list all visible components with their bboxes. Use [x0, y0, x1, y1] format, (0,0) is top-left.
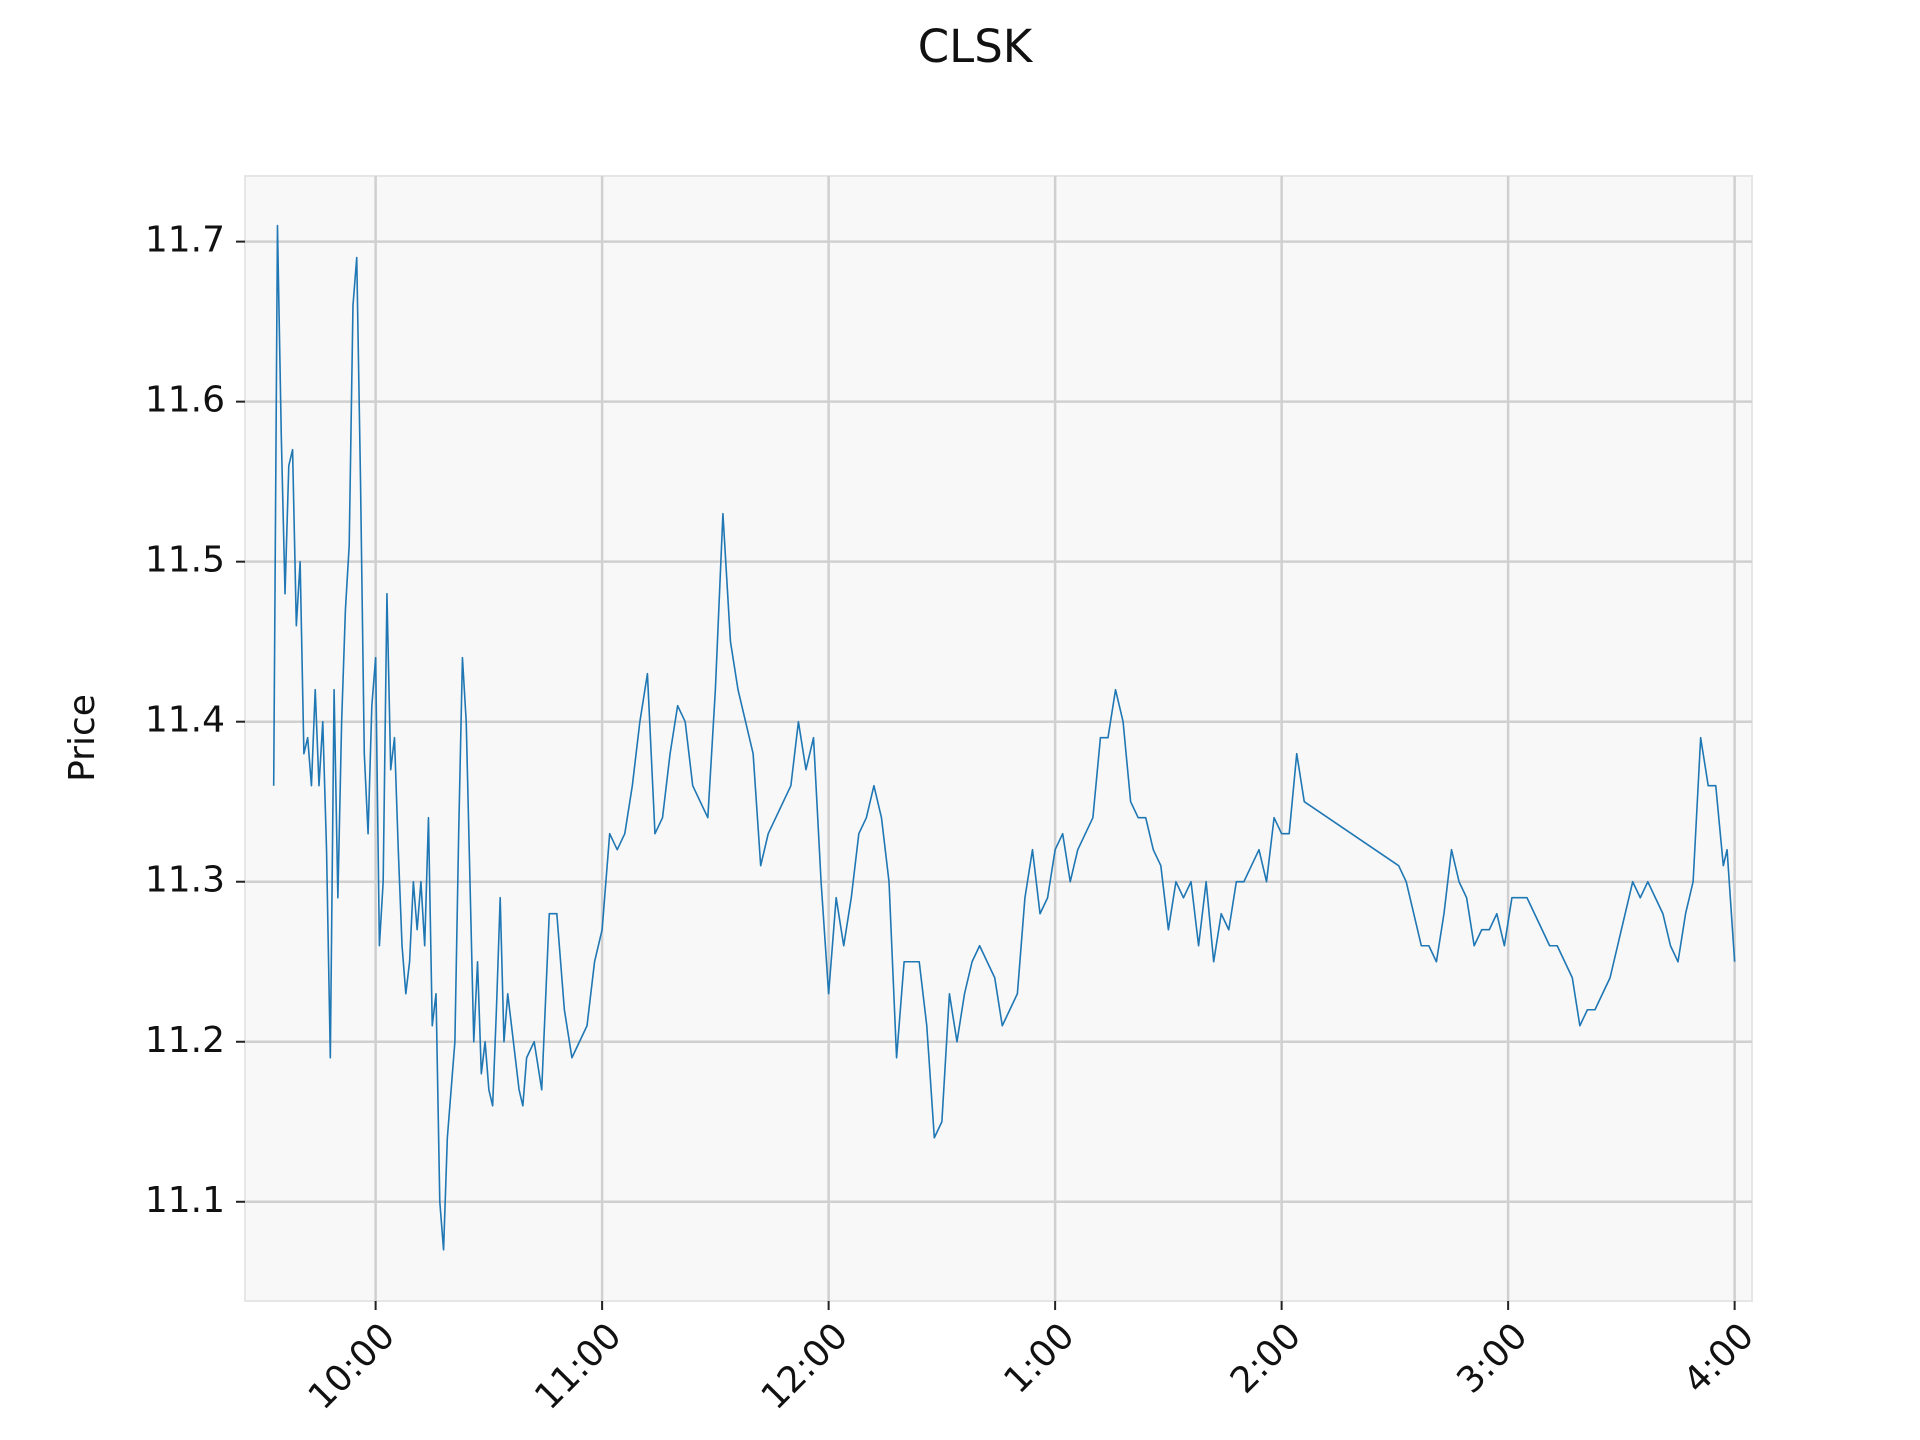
price-line: [272, 224, 1736, 1251]
y-axis-label: Price: [62, 694, 103, 782]
y-tick-label: 11.1: [145, 1180, 225, 1221]
y-tick-label: 11.2: [145, 1020, 225, 1061]
y-tick-label: 11.4: [145, 700, 225, 741]
y-tick-label: 11.7: [145, 220, 225, 261]
y-tick-label: 11.6: [145, 380, 225, 421]
y-tick-label: 11.3: [145, 860, 225, 901]
chart-title: CLSK: [918, 20, 1034, 73]
plot-area: [244, 175, 1753, 1302]
y-tick-label: 11.5: [145, 540, 225, 581]
